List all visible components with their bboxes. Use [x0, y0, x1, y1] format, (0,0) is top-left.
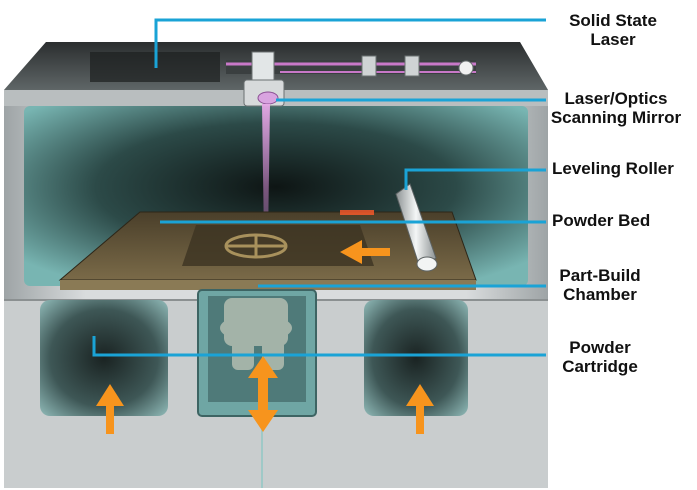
motion-arrows	[96, 240, 434, 434]
label-solid-state-laser: Solid State Laser	[569, 11, 657, 49]
leader-lines	[92, 18, 546, 357]
left-cartridge-up-arrow	[96, 384, 124, 434]
right-cartridge-up-arrow	[406, 384, 434, 434]
laser-beam	[262, 104, 270, 240]
label-leveling-roller: Leveling Roller	[552, 159, 674, 178]
laser-assembly	[90, 51, 476, 107]
lower-chambers	[40, 289, 468, 488]
part-cross-section	[224, 233, 288, 259]
label-laser-optics-mirror: Laser/Optics Scanning Mirror	[550, 89, 682, 127]
label-part-build-chamber: Part-Build Chamber	[559, 266, 641, 304]
leader-powder-cartridge	[92, 336, 546, 357]
built-part	[220, 298, 292, 370]
scanning-mirror	[257, 91, 279, 105]
leader-leveling-roller	[404, 168, 546, 190]
build-piston-arrow	[248, 356, 278, 432]
label-powder-bed: Powder Bed	[552, 211, 651, 230]
leader-solid-state-laser	[154, 18, 546, 68]
label-powder-cartridge: Powder Cartridge	[562, 338, 638, 376]
roller-direction-arrow	[340, 240, 390, 264]
powder-bed	[58, 210, 477, 290]
